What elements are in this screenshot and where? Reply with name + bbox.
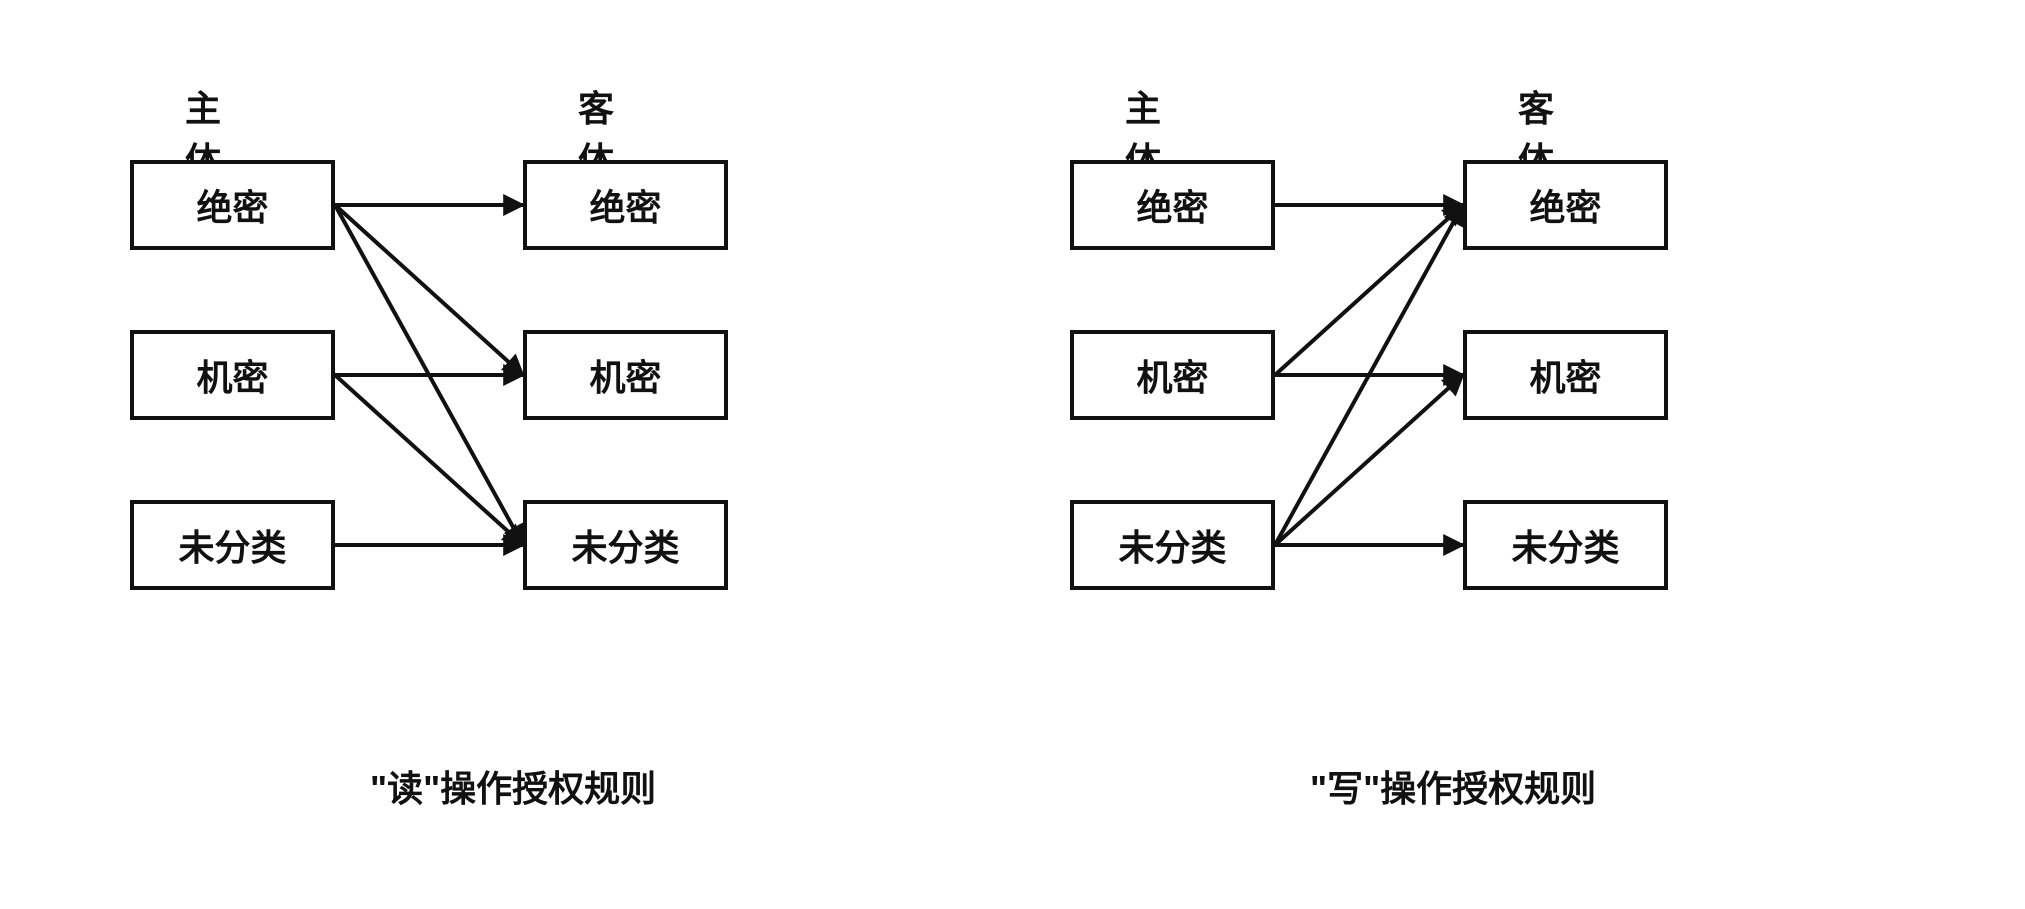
node-read-subject-2: 未分类 [130,500,335,590]
caption-write: "写"操作授权规则 [1310,760,1596,812]
node-read-subject-0: 绝密 [130,160,335,250]
caption-read: "读"操作授权规则 [370,760,656,812]
node-read-subject-1: 机密 [130,330,335,420]
node-write-object-2: 未分类 [1463,500,1668,590]
edges-read [0,0,2025,909]
node-read-object-1: 机密 [523,330,728,420]
edges-write [0,0,2025,909]
node-read-object-0: 绝密 [523,160,728,250]
node-write-subject-0: 绝密 [1070,160,1275,250]
node-write-object-1: 机密 [1463,330,1668,420]
node-write-subject-2: 未分类 [1070,500,1275,590]
node-read-object-2: 未分类 [523,500,728,590]
node-write-subject-1: 机密 [1070,330,1275,420]
diagram-root: 主体 客体 绝密 机密 未分类 绝密 机密 未分类 "读"操作授权规则 主体 客… [0,0,2025,909]
node-write-object-0: 绝密 [1463,160,1668,250]
